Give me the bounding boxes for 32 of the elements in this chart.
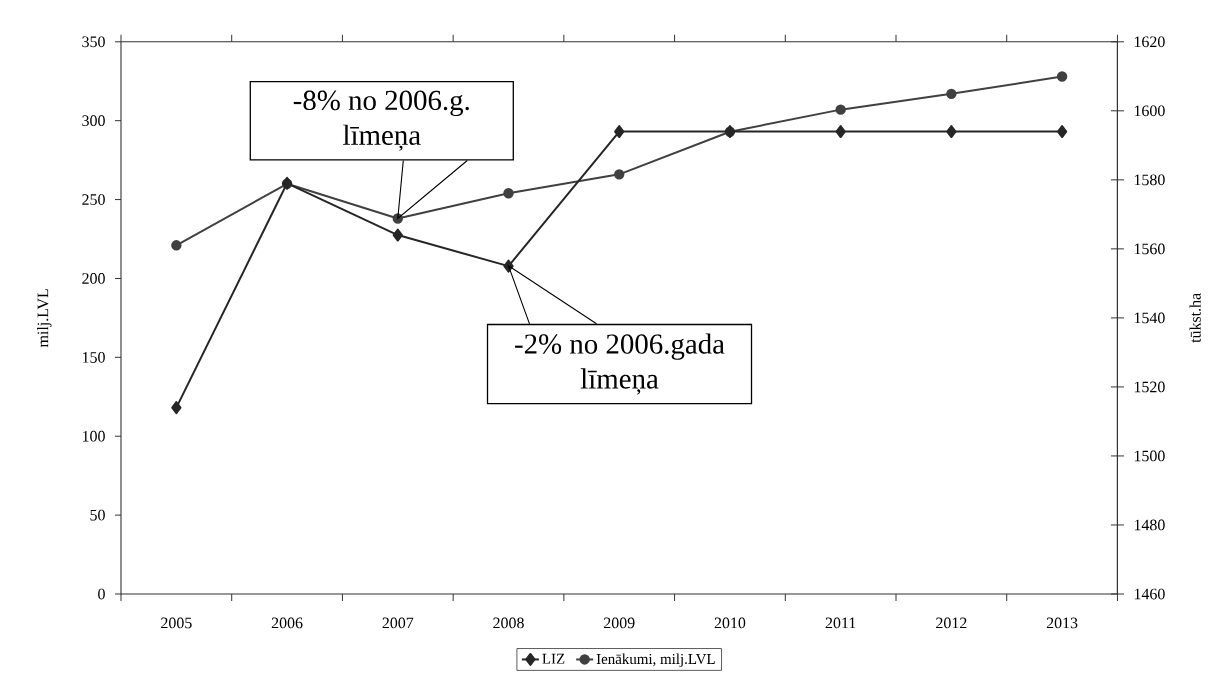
y-tick-label: 100 (82, 430, 105, 442)
annotation: -8% no 2006.g. līmeņa (293, 90, 469, 151)
x-tick-label: 2008 (493, 617, 524, 629)
y2-tick-label: 1460 (1134, 588, 1165, 600)
x-tick-label: 2007 (382, 617, 414, 629)
y-tick-label: 150 (82, 351, 105, 363)
annotation: -2% no 2006.gada līmeņa (515, 333, 725, 395)
legend-label: LIZ (542, 653, 565, 664)
y2-axis-title: tūkst.ha (1189, 293, 1201, 343)
y-axis-title: milj.LVL (37, 289, 52, 348)
x-tick-label: 2010 (714, 617, 746, 629)
legend-label: Ienākumi, milj.LVL (596, 653, 715, 668)
x-tick-label: 2011 (825, 617, 856, 629)
y2-tick-label: 1580 (1134, 174, 1165, 186)
y2-tick-label: 1540 (1134, 312, 1165, 324)
y2-tick-label: 1620 (1134, 36, 1165, 48)
y-tick-label: 200 (82, 273, 105, 284)
y2-tick-label: 1500 (1134, 450, 1165, 462)
y2-tick-label: 1480 (1134, 519, 1165, 531)
y-tick-label: 300 (82, 115, 105, 127)
x-tick-label: 2013 (1046, 617, 1078, 629)
y-tick-label: 350 (82, 36, 105, 48)
x-tick-label: 2006 (271, 617, 303, 629)
y2-tick-label: 1600 (1134, 105, 1165, 117)
y-tick-label: 50 (90, 509, 105, 521)
x-tick-label: 2012 (936, 617, 967, 629)
x-tick-label: 2005 (161, 617, 192, 629)
y2-tick-label: 1560 (1134, 243, 1165, 255)
y-tick-label: 250 (82, 194, 105, 205)
y2-tick-label: 1520 (1134, 381, 1165, 393)
x-tick-label: 2009 (603, 617, 635, 629)
y-tick-label: 0 (98, 588, 105, 600)
